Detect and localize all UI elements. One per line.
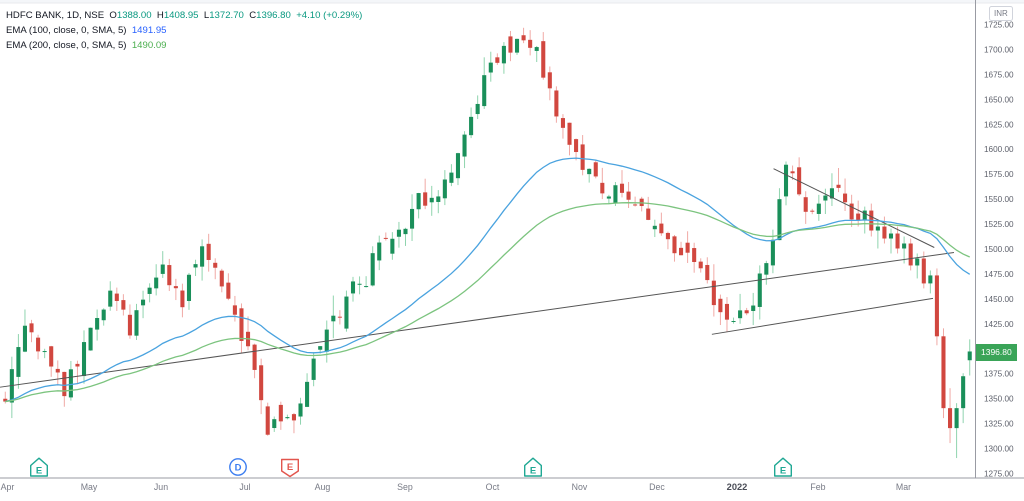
svg-text:1600.00: 1600.00 — [984, 145, 1014, 154]
svg-text:1550.00: 1550.00 — [984, 195, 1014, 204]
svg-text:1425.00: 1425.00 — [984, 320, 1014, 329]
svg-text:1350.00: 1350.00 — [984, 395, 1014, 404]
svg-text:1625.00: 1625.00 — [984, 120, 1014, 129]
svg-text:1325.00: 1325.00 — [984, 420, 1014, 429]
svg-text:D: D — [235, 462, 242, 473]
svg-text:1575.00: 1575.00 — [984, 170, 1014, 179]
svg-text:E: E — [530, 465, 536, 476]
svg-text:1500.00: 1500.00 — [984, 245, 1014, 254]
svg-text:1675.00: 1675.00 — [984, 70, 1014, 79]
svg-text:1650.00: 1650.00 — [984, 95, 1014, 104]
svg-text:E: E — [287, 462, 293, 473]
svg-text:E: E — [36, 465, 42, 476]
svg-text:1375.00: 1375.00 — [984, 370, 1014, 379]
svg-text:E: E — [780, 465, 786, 476]
svg-text:1725.00: 1725.00 — [984, 20, 1014, 29]
svg-text:1450.00: 1450.00 — [984, 295, 1014, 304]
svg-text:1700.00: 1700.00 — [984, 45, 1014, 54]
svg-text:1525.00: 1525.00 — [984, 220, 1014, 229]
svg-text:1300.00: 1300.00 — [984, 445, 1014, 454]
svg-text:1475.00: 1475.00 — [984, 270, 1014, 279]
